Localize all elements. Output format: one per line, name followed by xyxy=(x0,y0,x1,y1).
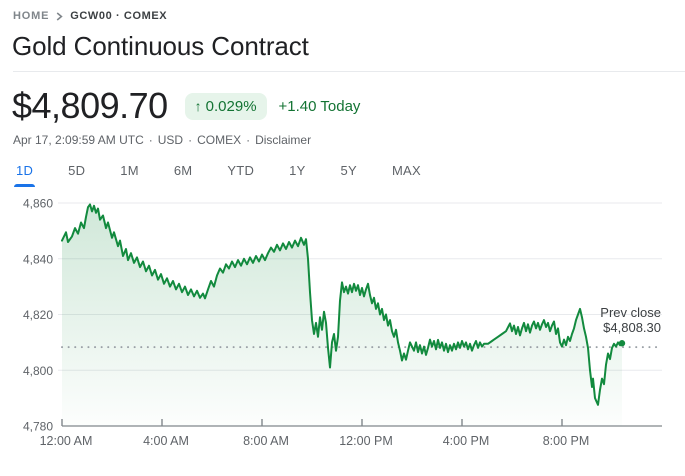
tab-ytd-label: YTD xyxy=(227,163,255,178)
y-axis-label: 4,840 xyxy=(23,252,53,266)
tab-1y-label: 1Y xyxy=(289,163,306,178)
tab-5d-label: 5D xyxy=(68,163,86,178)
tab-6m-label: 6M xyxy=(173,163,193,178)
latest-price-dot xyxy=(618,340,626,347)
page-title: Gold Continuous Contract xyxy=(12,31,309,61)
x-axis-label: 8:00 PM xyxy=(543,434,590,448)
change-percent-badge: ↑ 0.029% xyxy=(184,92,267,120)
range-tabs: 1D 5D 1M 6M YTD 1Y 5Y MAX xyxy=(14,160,685,187)
tab-max[interactable]: MAX xyxy=(390,160,423,187)
tab-max-label: MAX xyxy=(391,163,421,178)
x-axis-label: 12:00 AM xyxy=(40,434,93,448)
tab-1m[interactable]: 1M xyxy=(118,160,141,187)
google-finance-quote-page: { "breadcrumb": { "home": "HOME", "symbo… xyxy=(0,10,685,476)
current-price: $4,809.70 xyxy=(12,85,168,126)
disclaimer-link[interactable]: Disclaimer xyxy=(255,133,312,147)
y-axis-label: 4,860 xyxy=(23,197,53,211)
breadcrumb: HOME GCW00 · COMEX xyxy=(13,10,685,22)
price-area-fill xyxy=(62,204,622,426)
tab-5y-label: 5Y xyxy=(340,163,357,178)
tab-1d-label: 1D xyxy=(16,163,34,178)
quote-meta: Apr 17, 2:09:59 AM UTC · USD · COMEX · D… xyxy=(13,133,685,147)
quote-exchange: COMEX xyxy=(197,133,242,147)
price-line xyxy=(61,203,623,406)
meta-separator: · xyxy=(246,133,251,147)
x-axis-label: 8:00 AM xyxy=(243,434,289,448)
breadcrumb-home-link[interactable]: HOME xyxy=(13,10,50,22)
tab-1y[interactable]: 1Y xyxy=(287,160,307,187)
prev-close-annotation: Prev close $4,808.30 xyxy=(600,305,661,335)
chevron-right-icon xyxy=(56,11,63,21)
y-axis-label: 4,820 xyxy=(23,308,53,322)
tab-6m[interactable]: 6M xyxy=(172,160,195,187)
change-percent-value: 0.029% xyxy=(205,97,257,115)
meta-separator: · xyxy=(188,133,193,147)
tab-1m-label: 1M xyxy=(120,163,139,178)
x-axis-label: 4:00 AM xyxy=(143,434,189,448)
quote-currency: USD xyxy=(157,133,184,147)
x-axis-label: 4:00 PM xyxy=(443,434,490,448)
active-tab-underline xyxy=(14,184,36,187)
header-divider xyxy=(13,71,685,72)
y-axis-label: 4,780 xyxy=(23,420,53,434)
tab-5d[interactable]: 5D xyxy=(66,160,87,187)
y-axis-label: 4,800 xyxy=(23,364,53,378)
breadcrumb-symbol: GCW00 · COMEX xyxy=(70,10,168,22)
price-chart[interactable]: 4,860 4,840 4,820 4,800 4,780 12:00 AM 4:00 AM… xyxy=(0,188,685,461)
change-amount: +1.40 Today xyxy=(278,97,361,115)
up-arrow-icon: ↑ xyxy=(194,98,202,114)
quote-row: $4,809.70 ↑ 0.029% +1.40 Today xyxy=(12,87,685,125)
x-axis-label: 12:00 PM xyxy=(339,434,393,448)
prev-close-label: Prev close xyxy=(600,305,661,320)
tab-ytd[interactable]: YTD xyxy=(225,160,256,187)
tab-1d[interactable]: 1D xyxy=(14,160,36,187)
quote-timestamp: Apr 17, 2:09:59 AM UTC xyxy=(13,133,144,147)
prev-close-value: $4,808.30 xyxy=(603,320,661,335)
meta-separator: · xyxy=(148,133,153,147)
tab-5y[interactable]: 5Y xyxy=(339,160,359,187)
